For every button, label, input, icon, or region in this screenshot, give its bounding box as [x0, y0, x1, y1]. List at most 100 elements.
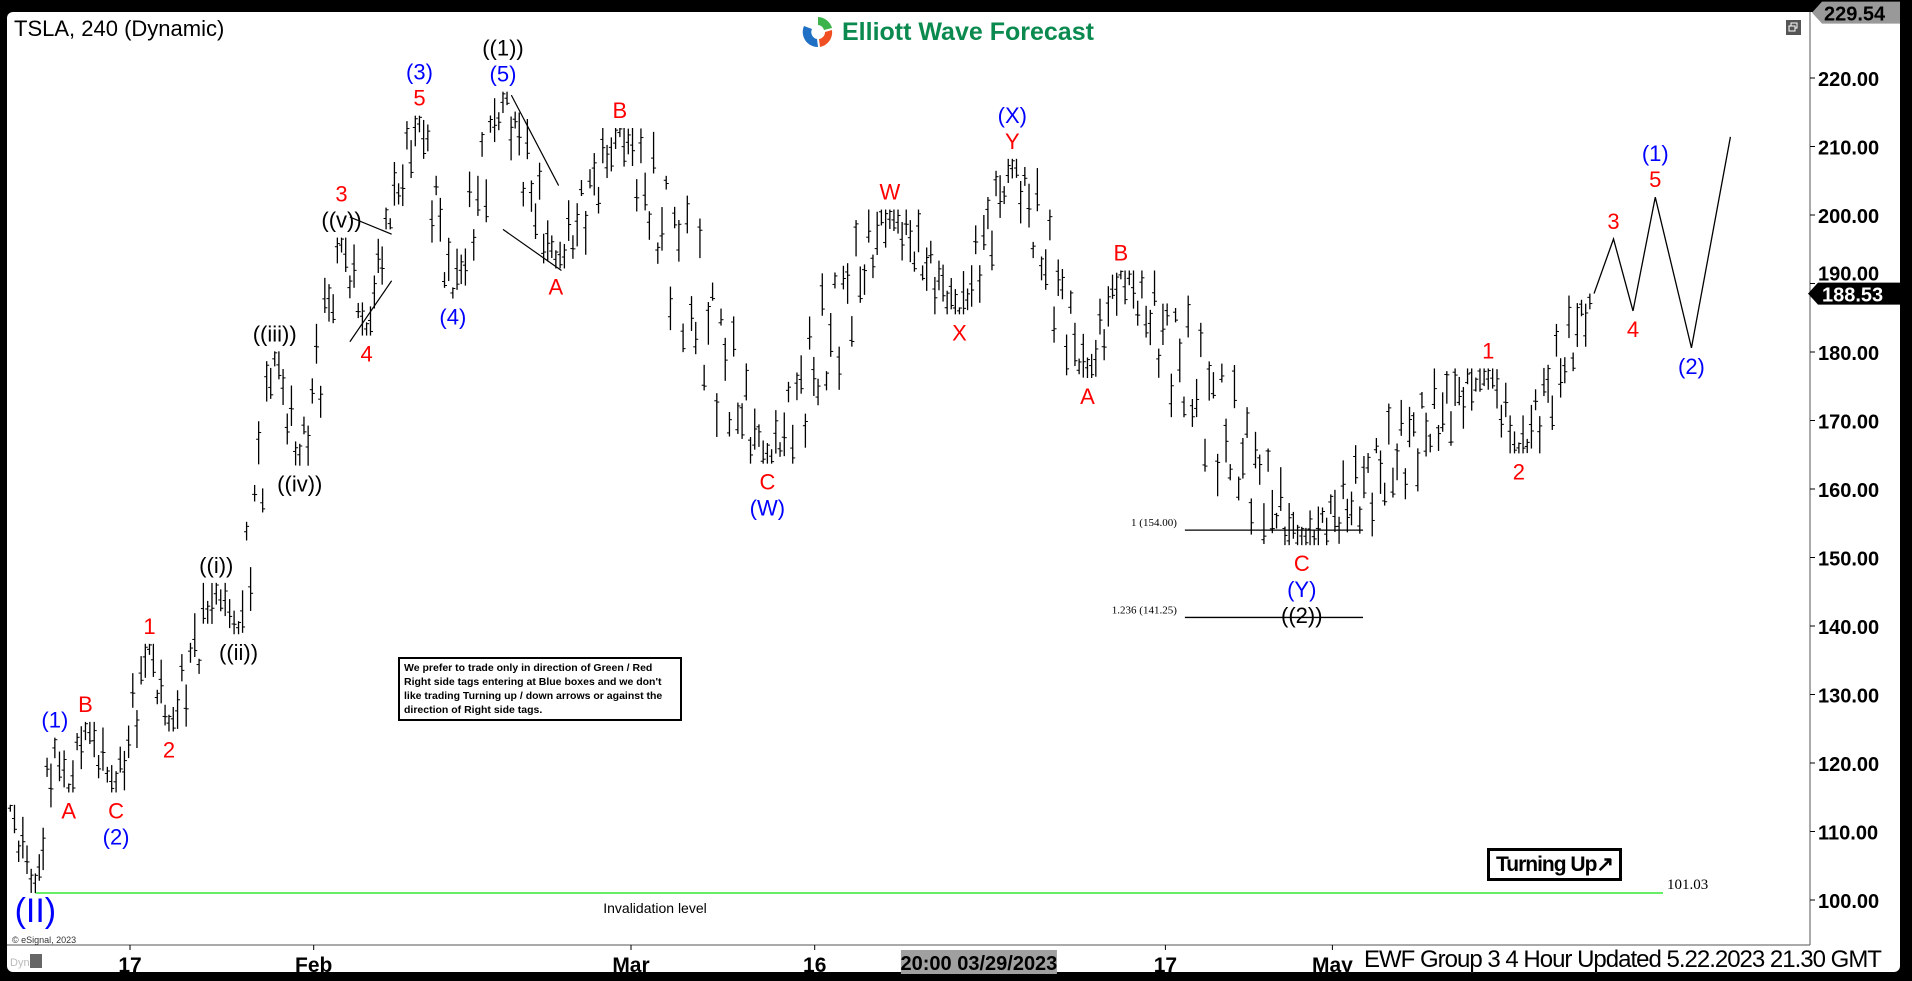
- x-tick-label: May: [1312, 954, 1353, 977]
- price-bar: [96, 754, 102, 779]
- price-bar: [1223, 418, 1229, 463]
- price-bar: [1340, 460, 1346, 500]
- price-bar: [1231, 365, 1237, 409]
- wave-label: B: [78, 692, 93, 717]
- price-bar: [20, 816, 26, 859]
- price-bar: [819, 273, 825, 316]
- price-bar: [1126, 270, 1132, 286]
- price-bar: [794, 372, 800, 401]
- price-bar: [764, 443, 770, 464]
- price-bar: [330, 294, 336, 324]
- price-bar: [11, 804, 17, 834]
- price-bar: [570, 235, 576, 259]
- price-bar: [222, 582, 228, 617]
- price-bar: [1286, 502, 1292, 546]
- price-bar: [1427, 433, 1433, 453]
- price-bar: [1210, 372, 1216, 399]
- wave-label: (5): [490, 62, 517, 87]
- price-bar: [1390, 467, 1396, 498]
- price-bar: [288, 385, 294, 426]
- x-tick-label: 16: [803, 954, 826, 977]
- cursor-date-label: 20:00 03/29/2023: [901, 953, 1058, 975]
- price-bar: [1423, 412, 1429, 457]
- price-bar: [722, 337, 728, 381]
- price-bar: [467, 171, 473, 208]
- price-bar: [471, 229, 477, 261]
- price-bar: [1076, 358, 1082, 375]
- price-bar: [1507, 415, 1513, 454]
- wave-label: B: [613, 98, 628, 123]
- price-bar: [425, 124, 431, 152]
- price-bar: [981, 214, 987, 250]
- price-bar: [442, 272, 448, 288]
- price-bar: [487, 115, 493, 133]
- price-bar: [1574, 303, 1580, 347]
- trendline: [349, 216, 392, 235]
- price-bar: [154, 689, 160, 705]
- price-bar: [891, 209, 897, 231]
- price-bar: [462, 248, 468, 286]
- price-bar: [944, 290, 950, 315]
- price-bar: [1173, 307, 1179, 323]
- logo-icon: [802, 17, 833, 48]
- price-bar: [756, 424, 762, 447]
- price-bar: [1257, 454, 1263, 485]
- price-bar: [940, 264, 946, 302]
- price-bar: [961, 271, 967, 315]
- price-bar: [166, 714, 172, 732]
- price-bar: [1177, 338, 1183, 383]
- price-bar: [70, 760, 76, 793]
- price-bar: [1009, 158, 1015, 179]
- price-bar: [1290, 511, 1296, 539]
- price-bar: [1064, 334, 1070, 376]
- price-bar: [343, 237, 349, 272]
- price-bar: [870, 254, 876, 279]
- price-bar: [903, 209, 909, 236]
- y-tick-label: 140.00: [1818, 617, 1879, 639]
- price-bar: [475, 175, 481, 216]
- wave-label: 3: [335, 182, 347, 207]
- price-bar: [433, 175, 439, 196]
- price-bar: [1001, 186, 1007, 205]
- price-bar: [553, 250, 559, 269]
- wave-label: ((2)): [1281, 603, 1323, 628]
- logo-text: Elliott Wave Forecast: [842, 17, 1094, 46]
- price-bar: [391, 162, 397, 206]
- price-bar: [1520, 415, 1526, 454]
- price-bar: [383, 207, 389, 230]
- price-bar: [883, 209, 889, 248]
- price-bar: [458, 254, 464, 285]
- last-price-label: 188.53: [1822, 285, 1883, 307]
- price-bar: [412, 115, 418, 147]
- price-bar: [840, 265, 846, 290]
- price-bar: [192, 613, 198, 657]
- price-bar: [248, 567, 254, 611]
- price-bar: [100, 727, 106, 771]
- price-bar: [126, 725, 132, 759]
- wave-label: (2): [1678, 354, 1705, 379]
- wave-label: A: [1080, 384, 1095, 409]
- price-bar: [1469, 368, 1475, 411]
- price-bar: [874, 211, 880, 255]
- turning-up-tag: Turning Up↗: [1487, 848, 1623, 881]
- price-bar: [956, 307, 962, 315]
- price-bar: [396, 183, 402, 205]
- wave-label: 5: [1649, 167, 1661, 192]
- price-bar: [516, 112, 522, 156]
- price-bar: [301, 416, 307, 435]
- price-bar: [1490, 368, 1496, 389]
- price-bar: [693, 321, 699, 355]
- lock-icon[interactable]: [30, 954, 42, 968]
- price-bar: [689, 296, 695, 331]
- price-bar: [1440, 392, 1446, 432]
- price-bar: [1533, 389, 1539, 411]
- wave-label: (W): [750, 496, 785, 521]
- price-bar: [121, 750, 127, 791]
- price-bar: [187, 642, 193, 663]
- price-bar: [1110, 274, 1116, 299]
- price-bar: [236, 621, 242, 635]
- restore-icon[interactable]: [1786, 20, 1801, 35]
- price-bar: [150, 643, 156, 677]
- price-bar: [824, 371, 830, 391]
- price-bar: [1248, 498, 1254, 535]
